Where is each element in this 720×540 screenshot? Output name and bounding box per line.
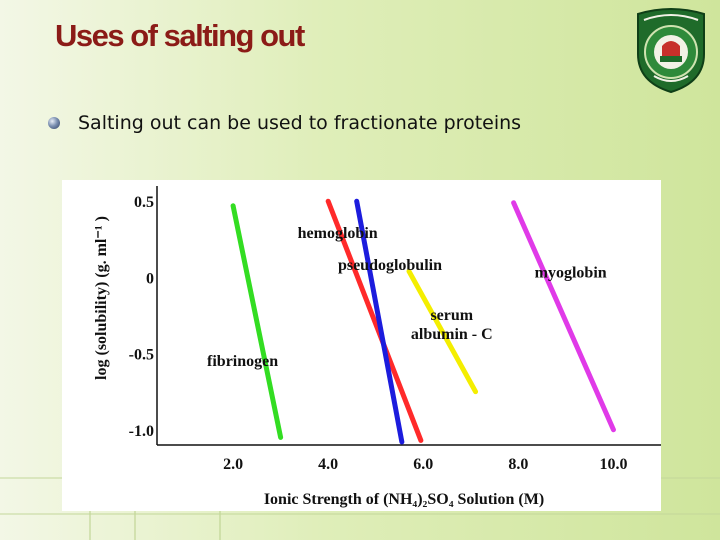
x-tick-label: 4.0 [318,456,338,473]
series-line-pseudoglobulin [354,198,405,445]
y-axis-label: log (solubility) (g. ml⁻¹ ) [93,216,110,380]
x-tick-label: 10.0 [599,456,627,473]
chart: log (solubility) (g. ml⁻¹ ) Ionic Streng… [62,180,661,511]
x-tick-label: 8.0 [508,456,528,473]
slide-title: Uses of salting out [55,18,305,53]
series-line-serum-albumin-c [406,268,479,395]
y-tick-label: 0.5 [134,194,154,211]
series-line-fibrinogen [230,203,284,440]
series-line-hemoglobin [325,198,424,443]
x-tick-label: 2.0 [223,456,243,473]
y-tick-label: -1.0 [129,423,154,440]
bullet-icon [48,117,60,129]
university-logo [637,8,705,94]
bullet-item: Salting out can be used to fractionate p… [48,112,521,134]
x-tick-label: 6.0 [413,456,433,473]
series-label: serum albumin - C [411,307,493,343]
x-axis-label: Ionic Strength of (NH₄)₂SO₄ Solution (M) [264,491,544,508]
y-tick-label: 0 [146,270,154,287]
series-label: myoglobin [535,264,607,281]
series-label: fibrinogen [207,353,278,370]
bullet-text: Salting out can be used to fractionate p… [78,112,522,134]
series-label: hemoglobin [298,225,378,242]
series-label: pseudoglobulin [338,257,442,274]
chart-plot: log (solubility) (g. ml⁻¹ ) Ionic Streng… [93,186,661,508]
y-tick-label: -0.5 [129,347,154,364]
series-line-myoglobin [511,200,616,433]
